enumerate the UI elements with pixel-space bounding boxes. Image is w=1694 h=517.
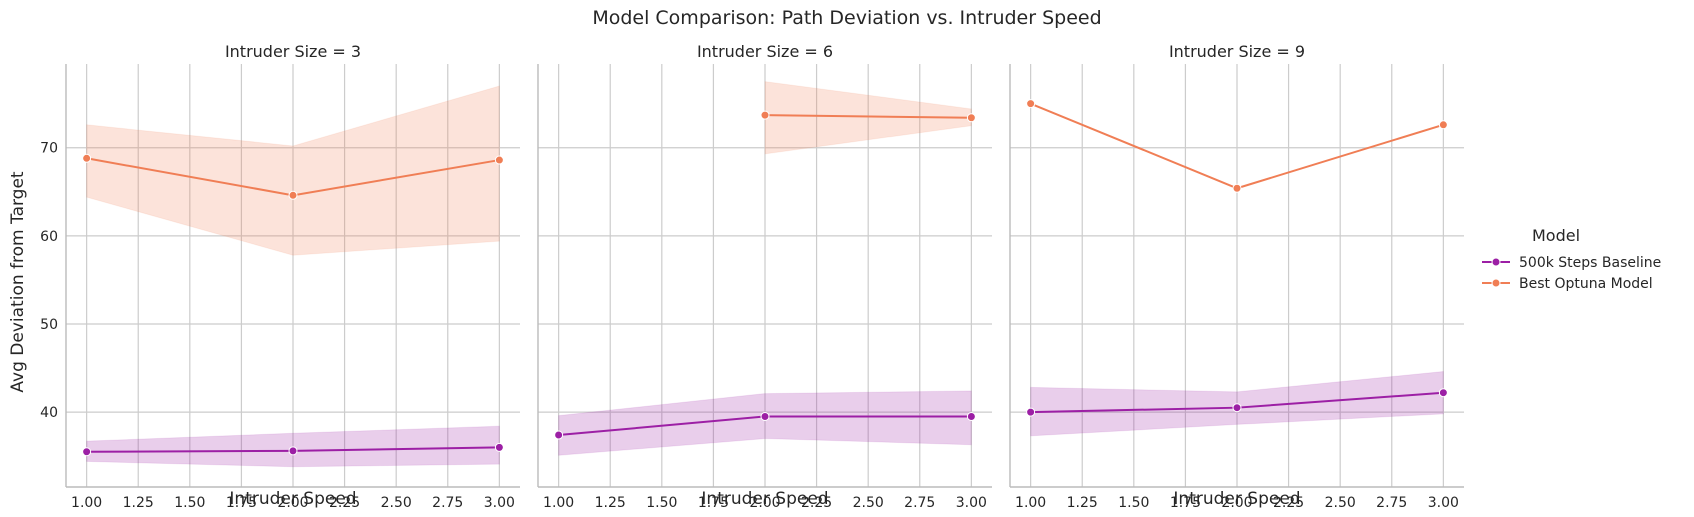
panel-title: Intruder Size = 9 bbox=[1169, 42, 1305, 61]
y-tick-label: 50 bbox=[40, 317, 58, 333]
x-tick-label: 2.75 bbox=[432, 495, 463, 511]
legend-label-500k-steps-baseline: 500k Steps Baseline bbox=[1519, 255, 1661, 271]
best-optuna-model-point bbox=[760, 110, 770, 120]
panel-2: 1.00 1.25 1.50 1.75 2.00 2.25 2.50 2.75 3.00 Intr… bbox=[537, 42, 992, 511]
500k-steps-baseline-point bbox=[288, 446, 298, 456]
x-tick-label: 2.50 bbox=[381, 495, 412, 511]
500k-steps-baseline-point bbox=[494, 442, 504, 452]
best-optuna-model-point bbox=[288, 190, 298, 200]
x-tick-label: 2.00 bbox=[277, 495, 308, 511]
y-axis-label: Avg Deviation from Target bbox=[8, 171, 28, 393]
x-tick-label: 2.75 bbox=[1376, 495, 1407, 511]
panel-title: Intruder Size = 6 bbox=[697, 42, 833, 61]
500k-steps-baseline-point bbox=[1026, 407, 1036, 417]
panel-3: 1.00 1.25 1.50 1.75 2.00 2.25 2.50 2.75 3.00 Intr… bbox=[1009, 42, 1464, 511]
x-axis-label: Intruder Speed bbox=[229, 489, 356, 509]
500k-steps-baseline-point bbox=[554, 430, 564, 440]
x-tick-label: 1.00 bbox=[1015, 495, 1046, 511]
best-optuna-model-point bbox=[494, 155, 504, 165]
panels: 1.00 1.25 1.50 1.75 2.00 2.25 2.50 2.75 3.00 40 50… bbox=[40, 42, 1464, 511]
panel-1: 1.00 1.25 1.50 1.75 2.00 2.25 2.50 2.75 3.00 40 50… bbox=[40, 42, 520, 511]
x-tick-label: 1.50 bbox=[174, 495, 205, 511]
x-tick-label: 2.25 bbox=[1273, 495, 1304, 511]
x-tick-label: 1.75 bbox=[226, 495, 257, 511]
y-tick-label: 60 bbox=[40, 229, 58, 245]
500k-steps-baseline-ci-band bbox=[558, 390, 972, 456]
best-optuna-model-ci-band bbox=[86, 85, 500, 256]
legend-label-best-optuna-model: Best Optuna Model bbox=[1519, 276, 1653, 292]
x-tick-label: 1.25 bbox=[123, 495, 154, 511]
best-optuna-model-point bbox=[1026, 99, 1036, 109]
x-tick-label: 3.00 bbox=[956, 495, 987, 511]
best-optuna-model-point bbox=[1232, 183, 1242, 193]
x-tick-label: 2.75 bbox=[904, 495, 935, 511]
x-axis-label: Intruder Speed bbox=[701, 489, 828, 509]
500k-steps-baseline-legend-marker bbox=[1491, 257, 1501, 267]
x-tick-label: 1.75 bbox=[698, 495, 729, 511]
y-tick-label: 70 bbox=[40, 141, 58, 157]
best-optuna-model-ci-band bbox=[764, 81, 972, 155]
500k-steps-baseline-point bbox=[760, 412, 770, 421]
x-tick-label: 2.00 bbox=[749, 495, 780, 511]
x-tick-label: 1.75 bbox=[1170, 495, 1201, 511]
best-optuna-model-point bbox=[82, 153, 92, 163]
panel-title: Intruder Size = 3 bbox=[225, 42, 361, 61]
x-tick-label: 3.00 bbox=[1428, 495, 1459, 511]
500k-steps-baseline-point bbox=[1438, 388, 1448, 398]
x-tick-label: 2.25 bbox=[329, 495, 360, 511]
x-tick-label: 2.25 bbox=[801, 495, 832, 511]
x-tick-label: 1.00 bbox=[543, 495, 574, 511]
x-tick-label: 1.00 bbox=[71, 495, 102, 511]
x-tick-label: 1.50 bbox=[1118, 495, 1149, 511]
best-optuna-model-point bbox=[1438, 120, 1448, 130]
x-tick-label: 2.50 bbox=[1325, 495, 1356, 511]
500k-steps-baseline-point bbox=[82, 447, 92, 457]
legend: Model 500k Steps Baseline Best Optuna Mode… bbox=[1482, 226, 1661, 292]
x-tick-label: 1.25 bbox=[595, 495, 626, 511]
x-tick-label: 3.00 bbox=[484, 495, 515, 511]
500k-steps-baseline-point bbox=[966, 412, 976, 421]
500k-steps-baseline-point bbox=[1232, 403, 1242, 413]
y-tick-label: 40 bbox=[40, 405, 58, 421]
x-tick-label: 2.00 bbox=[1221, 495, 1252, 511]
legend-title: Model bbox=[1532, 226, 1580, 245]
best-optuna-model-line bbox=[764, 114, 972, 119]
best-optuna-model-legend-marker bbox=[1491, 278, 1501, 288]
x-axis-label: Intruder Speed bbox=[1173, 489, 1300, 509]
x-tick-label: 2.50 bbox=[853, 495, 884, 511]
best-optuna-model-point bbox=[966, 113, 976, 123]
chart-title: Model Comparison: Path Deviation vs. Int… bbox=[592, 7, 1101, 29]
x-tick-label: 1.25 bbox=[1067, 495, 1098, 511]
x-tick-label: 1.50 bbox=[646, 495, 677, 511]
